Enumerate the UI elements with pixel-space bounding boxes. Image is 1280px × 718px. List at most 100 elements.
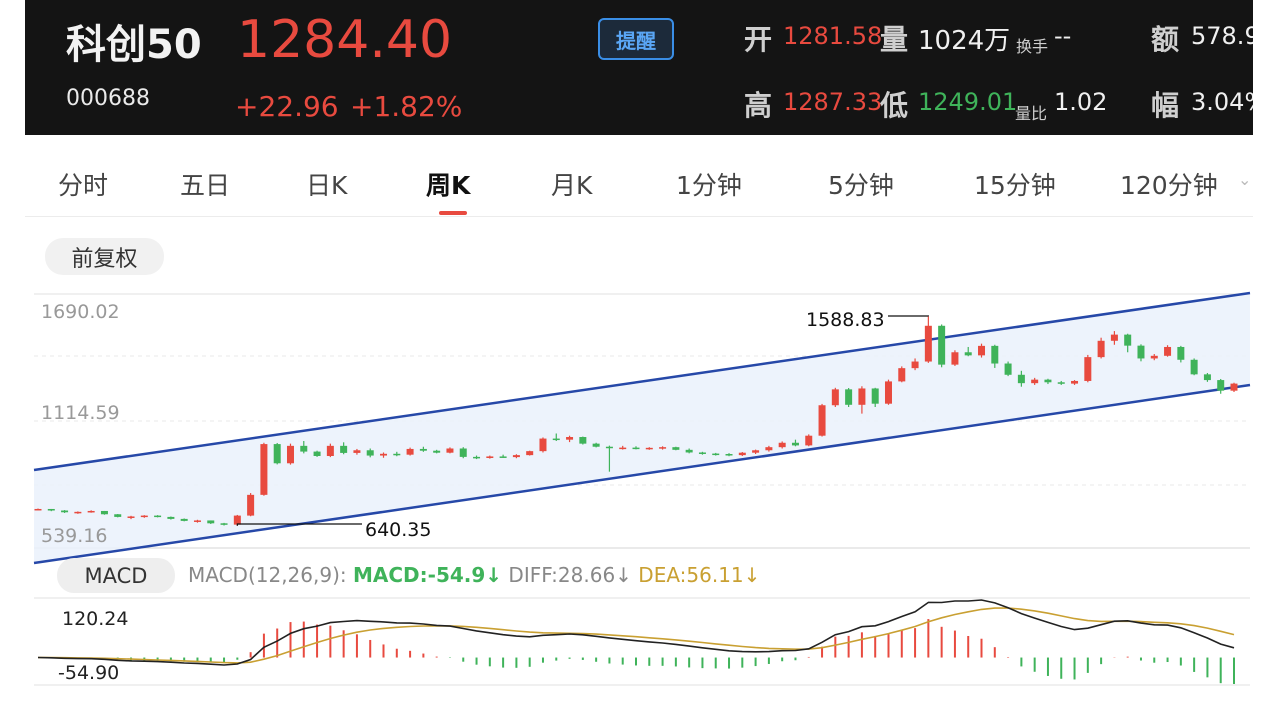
candle-body: [712, 453, 720, 456]
candle-body: [380, 453, 388, 456]
candle-body: [366, 450, 374, 456]
candle-body: [419, 448, 427, 451]
tab-five-day[interactable]: 五日: [180, 171, 231, 200]
candle-body: [738, 452, 746, 456]
tab-weekly-k[interactable]: 周K: [426, 171, 471, 200]
amplitude-label: 幅: [1151, 89, 1180, 122]
candle-body: [632, 447, 640, 450]
candle-body: [1057, 382, 1065, 384]
candle-body: [140, 515, 148, 518]
candle-body: [858, 388, 866, 405]
candle-body: [579, 437, 587, 444]
candle-body: [180, 518, 188, 521]
candle-body: [805, 435, 813, 446]
high-value: 1287.33: [783, 88, 883, 116]
candle-body: [1230, 383, 1238, 391]
candle-body: [446, 448, 454, 453]
right-frame: [1253, 0, 1280, 718]
candle-body: [459, 448, 467, 457]
diff-value: DIFF:28.66↓: [508, 563, 632, 587]
candle-body: [34, 508, 42, 511]
candle-body: [167, 516, 175, 519]
candle-body: [951, 352, 959, 365]
candle-body: [725, 454, 733, 456]
candle-body: [273, 444, 281, 464]
volume-ratio-label: 量比: [1015, 104, 1048, 123]
candle-body: [1190, 359, 1198, 375]
candle-body: [406, 448, 414, 455]
candle-body: [127, 516, 135, 518]
candle-body: [220, 523, 228, 525]
candle-body: [818, 405, 826, 436]
candle-body: [512, 455, 520, 458]
candle-body: [154, 515, 162, 518]
indicator-macd-button[interactable]: MACD: [57, 558, 175, 593]
high-label: 高: [744, 89, 773, 122]
candle-body: [1124, 334, 1132, 346]
macd-legend: MACD(12,26,9): MACD:-54.9↓ DIFF:28.66↓ D…: [188, 563, 760, 587]
candle-body: [991, 345, 999, 364]
candle-body: [698, 452, 706, 454]
candle-body: [659, 447, 667, 449]
diff-line: [37, 599, 1235, 666]
macd-axis-bottom: -54.90: [58, 662, 120, 684]
candle-body: [871, 388, 879, 404]
adjust-mode-button[interactable]: 前复权: [45, 238, 164, 275]
candle-body: [1217, 380, 1225, 391]
candle-body: [592, 443, 600, 447]
candle-body: [340, 445, 348, 453]
tab-daily-k[interactable]: 日K: [306, 171, 348, 200]
low-annotation: 640.35: [365, 519, 432, 541]
candle-body: [473, 456, 481, 459]
candle-body: [1031, 379, 1039, 384]
candle-body: [393, 453, 401, 456]
y-axis-label-top: 1690.02: [41, 301, 120, 323]
candle-body: [207, 520, 215, 524]
candle-body: [193, 520, 201, 522]
candle-body: [1150, 355, 1158, 359]
candle-body: [752, 450, 760, 453]
candle-body: [685, 449, 693, 453]
turnover-label: 换手: [1016, 37, 1049, 56]
candle-body: [1110, 334, 1118, 341]
volume-ratio-value: 1.02: [1054, 88, 1108, 116]
tab-15min[interactable]: 15分钟: [974, 171, 1056, 200]
tab-1min[interactable]: 1分钟: [676, 171, 742, 200]
candle-body: [911, 361, 919, 369]
volume-value: 1024万: [918, 26, 1011, 56]
amount-label: 额: [1151, 23, 1180, 56]
candle-body: [326, 445, 334, 457]
tab-120min[interactable]: 120分钟: [1120, 171, 1218, 200]
candle-body: [526, 451, 534, 456]
tab-5min[interactable]: 5分钟: [828, 171, 894, 200]
candle-body: [898, 368, 906, 382]
candle-body: [552, 438, 560, 441]
last-price: 1284.40: [237, 10, 453, 70]
stock-code: 000688: [66, 86, 150, 111]
tab-intraday[interactable]: 分时: [58, 171, 109, 200]
candle-body: [74, 511, 82, 514]
candle-body: [47, 508, 55, 511]
trend-channel-fill: [34, 293, 1250, 563]
candle-body: [1017, 374, 1025, 384]
chevron-down-icon[interactable]: ⌄: [1238, 170, 1252, 189]
tab-monthly-k[interactable]: 月K: [551, 171, 593, 200]
price-change: +22.96: [235, 90, 339, 123]
candle-body: [791, 442, 799, 446]
candle-body: [765, 447, 773, 451]
candle-body: [566, 437, 574, 440]
alert-button[interactable]: 提醒: [598, 18, 674, 60]
candle-body: [1084, 357, 1092, 381]
quote-header: 科创50 000688 1284.40 +22.96 +1.82% 提醒 开 1…: [25, 0, 1253, 135]
candle-body: [1071, 380, 1079, 384]
candle-body: [778, 442, 786, 448]
candle-body: [884, 381, 892, 404]
candle-body: [233, 515, 241, 525]
dea-line: [37, 607, 1235, 664]
y-axis-label-bottom: 539.16: [41, 525, 108, 547]
candle-body: [114, 514, 122, 517]
candle-body: [61, 510, 69, 513]
candle-body: [964, 352, 972, 356]
candle-body: [247, 494, 255, 516]
